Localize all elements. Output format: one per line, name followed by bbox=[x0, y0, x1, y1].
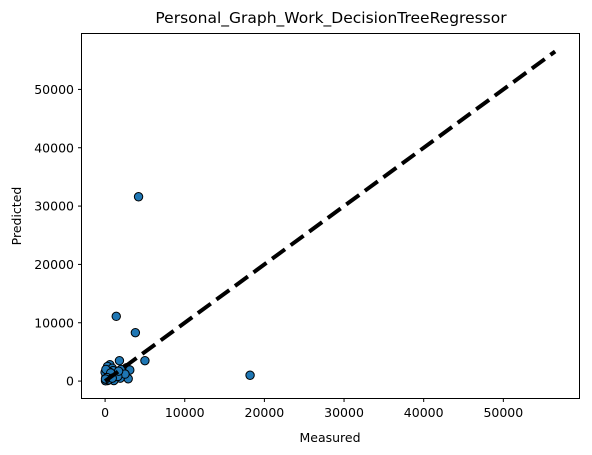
y-axis-label: Predicted bbox=[9, 187, 24, 246]
x-tick-label: 30000 bbox=[324, 405, 364, 420]
x-tick-label: 40000 bbox=[404, 405, 444, 420]
data-point bbox=[111, 311, 121, 322]
identity-reference-line bbox=[103, 49, 557, 383]
plot-area bbox=[100, 49, 557, 386]
data-point bbox=[133, 192, 144, 202]
data-point bbox=[130, 327, 141, 338]
x-axis-label: Measured bbox=[299, 430, 360, 445]
x-tick-label: 0 bbox=[101, 405, 109, 420]
y-tick-label: 0 bbox=[66, 374, 74, 389]
y-tick-label: 20000 bbox=[34, 257, 74, 272]
x-tick-label: 50000 bbox=[483, 405, 523, 420]
data-point bbox=[114, 355, 125, 366]
plot-frame bbox=[81, 33, 580, 399]
x-tick-label: 20000 bbox=[245, 405, 285, 420]
axis-ticks: 0 10000 20000 30000 40000 50000 0 10000 20000 300… bbox=[34, 82, 523, 420]
y-tick-label: 50000 bbox=[34, 82, 74, 97]
y-tick-label: 10000 bbox=[34, 315, 74, 330]
x-tick-label: 10000 bbox=[165, 405, 205, 420]
data-point bbox=[245, 370, 255, 380]
chart-title: Personal_Graph_Work_DecisionTreeRegresso… bbox=[155, 9, 507, 28]
data-point bbox=[140, 355, 150, 366]
y-tick-label: 30000 bbox=[34, 199, 74, 214]
y-tick-label: 40000 bbox=[34, 140, 74, 155]
